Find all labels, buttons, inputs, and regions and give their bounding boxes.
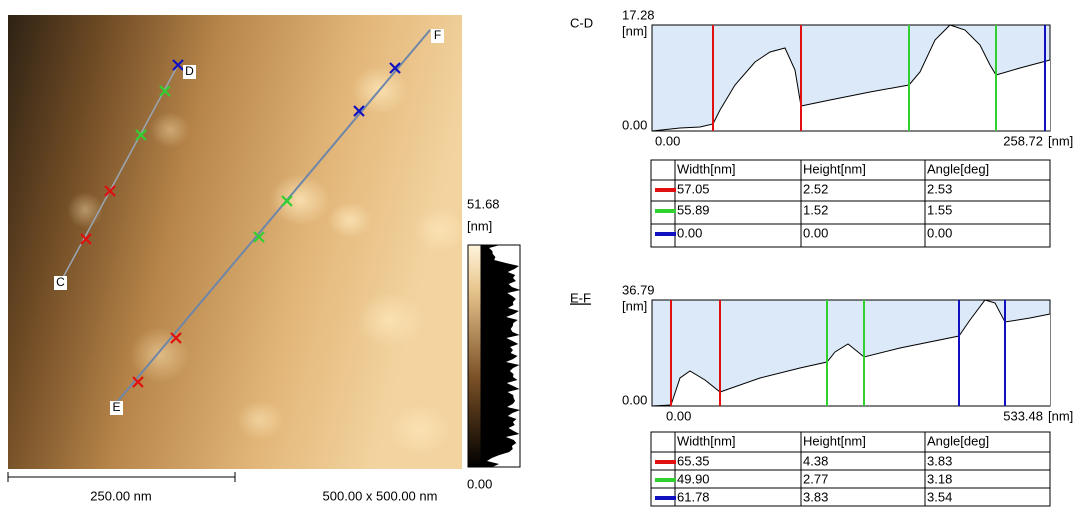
image-size: 500.00 x 500.00 nm [323,488,438,503]
table-cell: 0.00 [803,225,828,240]
colorbar-max: 51.68 [467,196,500,211]
profiles: C-D17.28[nm]0.000.00 258.72 [nm]Width[nm] H… [570,7,1073,507]
colorbar-min: 0.00 [467,476,492,491]
y-min-label: 0.00 [622,117,647,132]
point-label: F [434,28,441,42]
profile-curve [651,24,1051,132]
y-unit-label: [nm] [622,298,647,313]
cross [80,233,92,245]
profile-fill [652,300,1050,406]
column-header: Width[nm] [677,433,736,448]
table-cell: 3.83 [803,489,828,504]
table-cell: 0.00 [677,225,702,240]
table-cell: 3.18 [927,471,952,486]
table-cell: 61.78 [677,489,710,504]
x-unit-label: [nm] [1048,133,1073,148]
profile-fill [652,25,1050,131]
table-cell: 2.53 [927,181,952,196]
point-label: D [185,64,194,78]
table-cell: 3.83 [927,453,952,468]
column-header: Height[nm] [803,433,866,448]
y-max-label: 17.28 [622,7,655,22]
table-cell: 2.77 [803,471,828,486]
colorbar-unit: [nm] [467,218,492,233]
x-max-label: 533.48 [1003,408,1043,423]
cross [253,231,265,243]
table-cell: 57.05 [677,181,710,196]
measure-table: Width[nm] Height[nm] Angle[deg] 57.05 2.52 2.… [650,159,1051,248]
colorbar: 51.68 [nm] 0.00 [467,196,521,491]
table-cell: 2.52 [803,181,828,196]
cross [170,332,182,344]
column-header: Angle[deg] [927,433,989,448]
cross [389,62,401,74]
scale-bar: 250.00 nm 500.00 x 500.00 nm [7,472,438,503]
table-border [650,431,1051,507]
measure-table: Width[nm] Height[nm] Angle[deg] 65.35 4.38 3.… [650,431,1051,507]
table-cell: 3.54 [927,489,952,504]
scale-bar-label: 250.00 nm [90,488,151,503]
x-max-label: 258.72 [1003,133,1043,148]
table-cell: 4.38 [803,453,828,468]
y-min-label: 0.00 [622,392,647,407]
table-cell: 1.55 [927,202,952,217]
axis [651,25,1050,132]
table-border [650,159,1051,248]
cross [159,85,171,97]
y-max-label: 36.79 [622,282,655,297]
profile-name: E-F [570,290,591,305]
table-cell: 0.00 [927,225,952,240]
profile: E-F36.79[nm]0.000.00 533.48 [nm]Width[nm] H… [570,282,1073,507]
profile-name: C-D [570,15,593,30]
cursor-crosses [80,59,401,388]
point-label: C [56,275,65,289]
axis [651,300,1050,407]
afm-image [8,15,466,469]
cross [172,59,184,71]
y-unit-label: [nm] [622,23,647,38]
column-header: Height[nm] [803,161,866,176]
column-header: Angle[deg] [927,161,989,176]
table-cell: 55.89 [677,202,710,217]
column-header: Width[nm] [677,161,736,176]
cross [353,105,365,117]
point-label: E [112,400,120,414]
x-unit-label: [nm] [1048,408,1073,423]
cross [135,129,147,141]
profile: C-D17.28[nm]0.000.00 258.72 [nm]Width[nm] H… [570,7,1073,248]
table-cell: 49.90 [677,471,710,486]
profile-curve [651,299,1051,407]
x-min-label: 0.00 [666,408,691,423]
cross [132,376,144,388]
cross [104,185,116,197]
table-cell: 65.35 [677,453,710,468]
point-labels: C D E F [54,28,444,415]
cross [281,195,293,207]
x-min-label: 0.00 [655,133,680,148]
table-cell: 1.52 [803,202,828,217]
